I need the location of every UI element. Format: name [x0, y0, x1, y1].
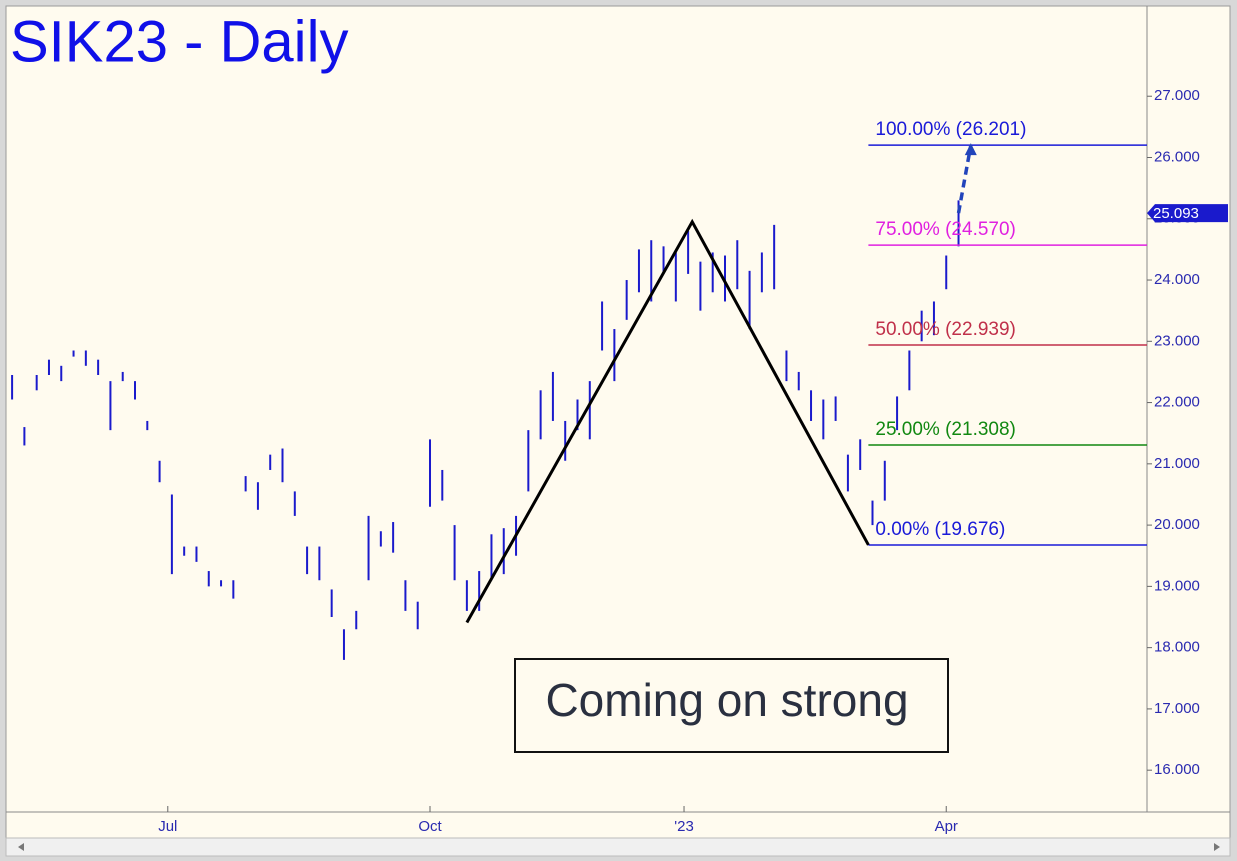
y-tick-label: 22.000: [1154, 394, 1200, 411]
y-tick-label: 26.000: [1154, 148, 1200, 165]
annotation-box: [514, 658, 949, 753]
x-tick-label: Apr: [935, 818, 958, 835]
last-price-marker: [1147, 204, 1228, 223]
y-tick-label: 21.000: [1154, 455, 1200, 472]
scroll-left[interactable]: [18, 843, 24, 851]
y-tick-label: 17.000: [1154, 700, 1200, 717]
fib-label: 100.00% (26.201): [875, 119, 1026, 140]
projection-arrow: [956, 144, 973, 214]
annotation: Coming on strong: [545, 674, 908, 726]
y-tick-label: 24.000: [1154, 271, 1200, 288]
x-tick-label: '23: [674, 818, 694, 835]
y-tick-label: 16.000: [1154, 761, 1200, 778]
y-tick-label: 23.000: [1154, 332, 1200, 349]
fib-label: 75.00% (24.570): [875, 219, 1016, 240]
fib-label: 25.00% (21.308): [875, 419, 1016, 440]
pattern-line: [465, 218, 870, 624]
scroll-right[interactable]: [1214, 843, 1220, 851]
y-tick-label: 19.000: [1154, 577, 1200, 594]
last-price-label: 25.093: [1153, 205, 1199, 222]
x-tick-label: Jul: [158, 818, 177, 835]
scrollbar[interactable]: [5, 837, 1231, 857]
y-tick-label: 18.000: [1154, 639, 1200, 656]
y-tick-label: 20.000: [1154, 516, 1200, 533]
y-tick-label: 27.000: [1154, 87, 1200, 104]
fib-label: 0.00% (19.676): [875, 519, 1005, 540]
fib-label: 50.00% (22.939): [875, 319, 1016, 340]
chart-title: SIK23 - Daily: [10, 9, 348, 74]
x-tick-label: Oct: [418, 818, 442, 835]
arrow-head: [964, 143, 977, 156]
